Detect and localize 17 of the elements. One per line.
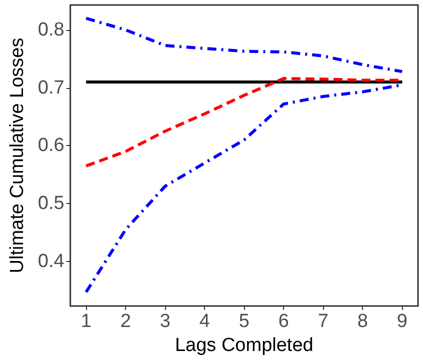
y-tick-label: 0.5 xyxy=(38,193,64,214)
x-tick-label: 1 xyxy=(80,311,92,332)
y-tick-label: 0.7 xyxy=(38,77,64,98)
x-tick-label: 8 xyxy=(357,311,368,332)
y-axis-title: Ultimate Cumulative Losses xyxy=(7,38,28,274)
y-tick-label: 0.8 xyxy=(38,19,64,40)
x-tick-label: 7 xyxy=(318,311,328,332)
x-tick-label: 5 xyxy=(238,311,250,332)
x-tick-label: 4 xyxy=(199,311,210,332)
x-tick-label: 3 xyxy=(160,311,170,332)
line-series xyxy=(84,16,404,74)
x-tick-label: 9 xyxy=(396,311,408,332)
x-tick-label: 6 xyxy=(278,311,289,332)
x-tick-label: 2 xyxy=(120,311,131,332)
y-tick-label: 0.4 xyxy=(38,250,65,272)
y-tick-label: 0.6 xyxy=(38,135,64,156)
x-axis-title: Lags Completed xyxy=(174,335,314,356)
